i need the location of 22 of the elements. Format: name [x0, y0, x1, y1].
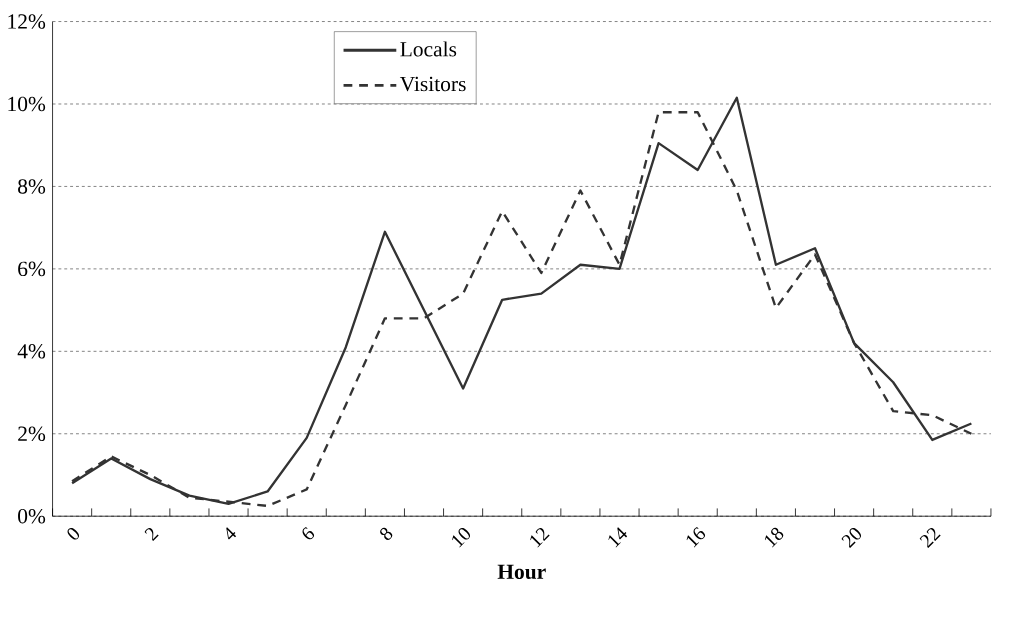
x-tick-label: 0 [67, 528, 80, 540]
x-tick-label: 12 [530, 528, 550, 548]
x-tick-label: 18 [764, 527, 784, 548]
x-axis-title: Hour [497, 564, 546, 580]
y-tick-label: 12% [8, 14, 46, 30]
y-tick-label: 10% [8, 96, 46, 112]
x-tick-label: 4 [226, 527, 237, 540]
legend-label: Locals [400, 41, 457, 57]
x-tick-label: 14 [608, 527, 628, 548]
x-tick-label: 16 [686, 527, 706, 548]
x-tick-label: 2 [144, 528, 159, 542]
y-tick-label: 2% [18, 426, 46, 442]
y-tick-label: 6% [18, 261, 46, 277]
x-tick-label: 8 [380, 527, 393, 541]
x-tick-label: 10 [452, 528, 471, 548]
x-tick-label: 22 [919, 528, 941, 549]
y-tick-label: 4% [17, 344, 46, 359]
x-tick-label: 6 [302, 527, 315, 540]
x-tick-label: 20 [841, 528, 862, 549]
legend-label: Visitors [399, 76, 466, 92]
y-tick-label: 8% [18, 179, 46, 194]
y-tick-label: 0% [18, 509, 46, 524]
